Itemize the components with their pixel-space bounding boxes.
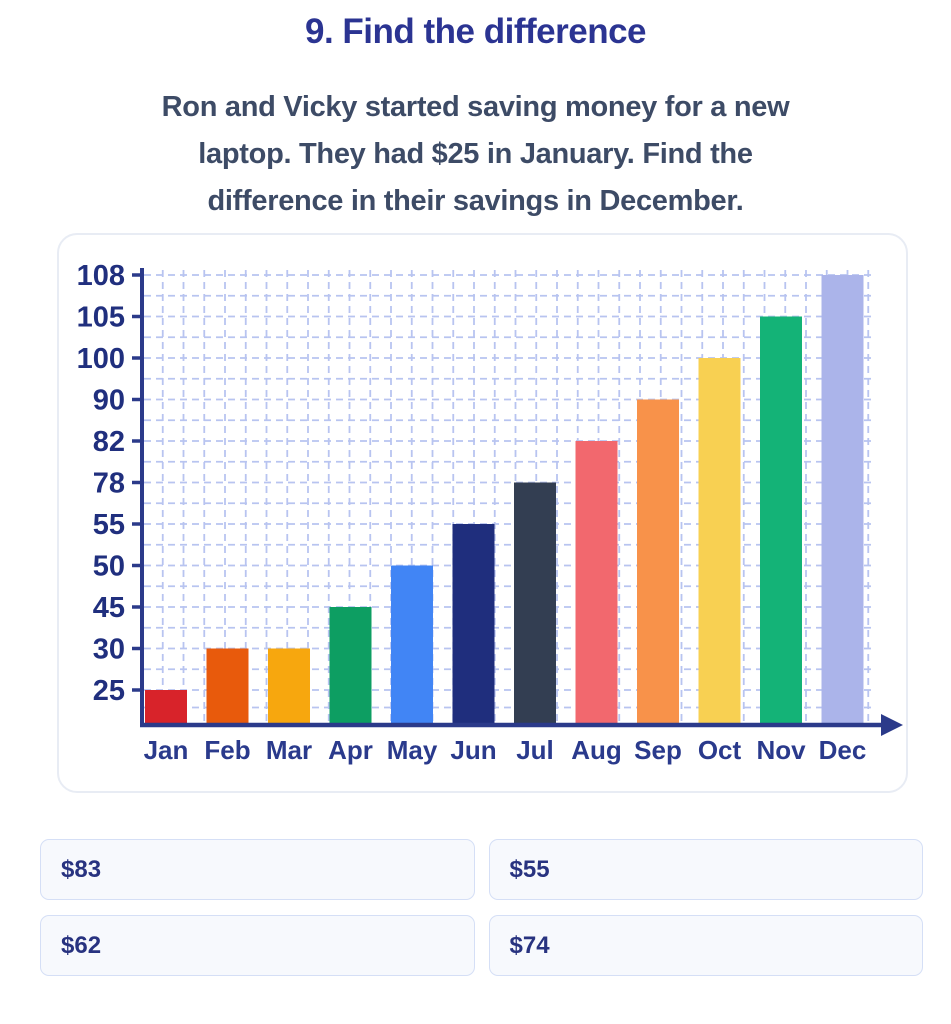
bar-jul [514,482,556,725]
x-axis-arrow-icon [881,714,903,736]
savings-bar-chart-card: Jan Feb Mar Apr May Jun Jul Aug Sep Oct Nov Dec 25 30… [57,233,908,793]
answer-option-1[interactable]: $83 [40,839,475,900]
question-text: Ron and Vicky started saving money for a… [0,84,951,225]
y-axis-label-50: 50 [93,551,125,583]
bar-apr [329,607,372,725]
answer-option-3-label: $62 [61,931,102,959]
x-axis-label-oct: Oct [698,735,742,765]
x-axis-label-may: May [387,735,438,765]
bar-sep [637,399,679,725]
question-line-2: laptop. They had $25 in January. Find th… [198,138,753,170]
bar-aug [575,441,618,725]
answer-option-3[interactable]: $62 [40,915,475,976]
savings-bar-chart: Jan Feb Mar Apr May Jun Jul Aug Sep Oct Nov Dec 25 30… [77,260,903,765]
bar-jun [452,524,495,725]
answer-option-2-label: $55 [509,855,550,883]
x-axis-label-dec: Dec [819,735,867,765]
question-line-1: Ron and Vicky started saving money for a… [161,91,790,123]
answer-option-4[interactable]: $74 [488,915,923,976]
x-axis-label-sep: Sep [634,735,682,765]
answer-option-1-label: $83 [61,855,102,883]
y-axis-label-45: 45 [93,592,125,624]
bar-dec [821,275,864,725]
bar-nov [760,316,802,725]
y-axis-label-82: 82 [93,426,125,458]
x-axis-label-jul: Jul [516,735,554,765]
x-axis-label-mar: Mar [266,735,312,765]
x-axis-label-feb: Feb [204,735,250,765]
x-axis-label-nov: Nov [756,735,806,765]
bar-mar [268,648,310,725]
y-axis-label-90: 90 [93,385,125,417]
bar-oct [698,358,741,725]
y-axis-label-55: 55 [93,509,125,541]
answer-option-2[interactable]: $55 [488,839,923,900]
y-axis-label-108: 108 [77,260,125,292]
x-axis-label-jan: Jan [144,735,189,765]
y-axis-label-78: 78 [93,468,125,500]
y-axis-label-100: 100 [77,343,125,375]
question-line-3: difference in their savings in December. [207,185,744,217]
y-axis-label-25: 25 [93,675,125,707]
answer-option-4-label: $74 [509,931,550,959]
question-title: 9. Find the difference [305,12,647,51]
bar-may [391,565,433,725]
bar-feb [206,648,249,725]
bar-jan [145,690,187,725]
y-axis-label-105: 105 [77,302,125,334]
x-axis-label-aug: Aug [571,735,622,765]
answer-options: $83 $55 $62 $74 [40,839,923,976]
x-axis-label-jun: Jun [450,735,496,765]
x-axis-label-apr: Apr [328,735,373,765]
y-axis-label-30: 30 [93,634,125,666]
